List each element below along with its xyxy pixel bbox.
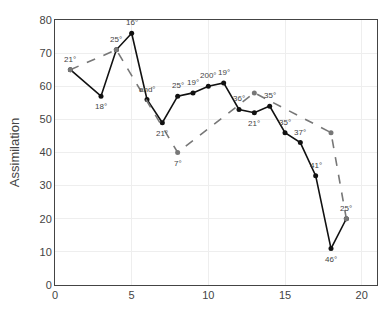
- svg-text:16°: 16°: [126, 18, 138, 27]
- svg-text:10: 10: [40, 246, 52, 258]
- svg-text:0: 0: [52, 289, 58, 301]
- svg-text:35°: 35°: [264, 91, 276, 100]
- svg-text:60: 60: [40, 80, 52, 92]
- svg-text:25°: 25°: [110, 35, 122, 44]
- svg-text:41°: 41°: [310, 161, 322, 170]
- svg-text:37°: 37°: [294, 128, 306, 137]
- svg-text:70: 70: [40, 47, 52, 59]
- svg-text:21°: 21°: [156, 129, 168, 138]
- svg-text:19°: 19°: [187, 78, 199, 87]
- svg-text:7°: 7°: [174, 159, 182, 168]
- svg-text:15: 15: [279, 289, 291, 301]
- svg-text:36°: 36°: [233, 94, 245, 103]
- svg-text:20: 20: [40, 213, 52, 225]
- svg-text:80: 80: [40, 14, 52, 26]
- svg-text:0: 0: [46, 279, 52, 291]
- svg-text:40: 40: [40, 146, 52, 158]
- svg-text:30: 30: [40, 179, 52, 191]
- svg-text:20: 20: [356, 289, 368, 301]
- svg-text:5: 5: [129, 289, 135, 301]
- svg-text:25°: 25°: [340, 204, 352, 213]
- svg-text:200°: 200°: [200, 71, 217, 80]
- svg-text:25°: 25°: [172, 81, 184, 90]
- svg-text:Assimilation: Assimilation: [7, 118, 22, 187]
- svg-text:35°: 35°: [279, 118, 291, 127]
- svg-text:46°: 46°: [325, 255, 337, 264]
- svg-text:19°: 19°: [218, 68, 230, 77]
- svg-text:21°: 21°: [64, 55, 76, 64]
- svg-text:18°: 18°: [95, 102, 107, 111]
- svg-text:and°: and°: [139, 85, 156, 94]
- svg-text:21°: 21°: [248, 119, 260, 128]
- svg-text:50: 50: [40, 113, 52, 125]
- svg-text:10: 10: [202, 289, 214, 301]
